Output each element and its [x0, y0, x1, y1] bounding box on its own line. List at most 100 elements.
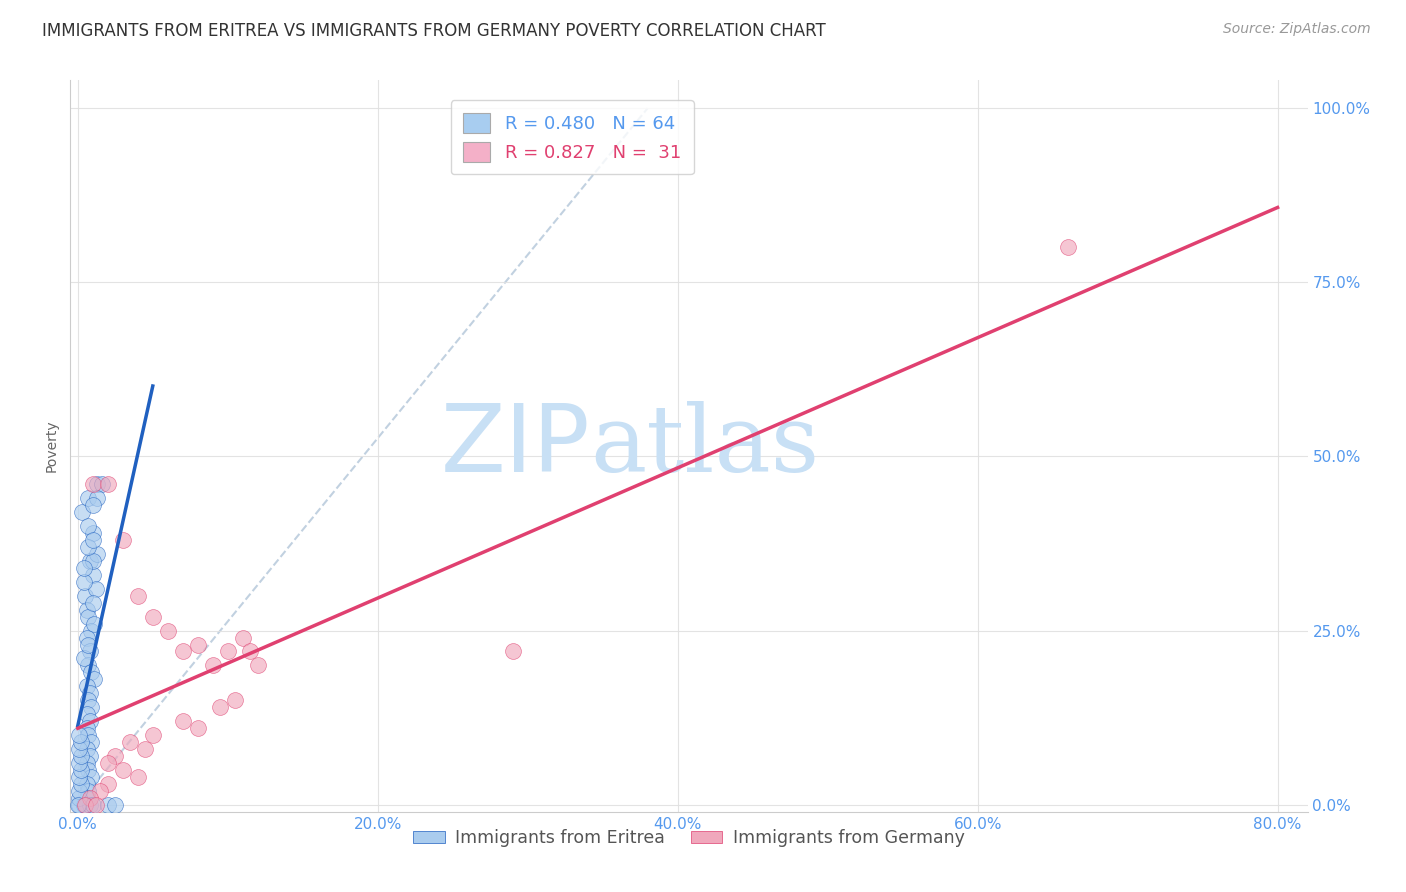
Point — [69, 749, 91, 764]
Point — [86, 477, 108, 491]
Point — [127, 770, 149, 784]
Point — [83, 616, 105, 631]
Point — [80, 770, 103, 784]
Point — [142, 609, 165, 624]
Point — [187, 721, 209, 735]
Point — [76, 679, 98, 693]
Point — [77, 728, 100, 742]
Point — [127, 589, 149, 603]
Point — [82, 477, 104, 491]
Point — [77, 638, 100, 652]
Point — [77, 658, 100, 673]
Point — [73, 651, 96, 665]
Point — [79, 749, 101, 764]
Point — [76, 742, 98, 756]
Point — [156, 624, 179, 638]
Point — [82, 498, 104, 512]
Point — [97, 797, 120, 812]
Point — [172, 714, 194, 728]
Point — [67, 797, 90, 812]
Point — [69, 763, 91, 777]
Point — [82, 526, 104, 541]
Point — [76, 603, 98, 617]
Point — [239, 644, 262, 658]
Point — [73, 574, 96, 589]
Point — [72, 505, 94, 519]
Point — [134, 742, 156, 756]
Point — [79, 686, 101, 700]
Point — [77, 784, 100, 798]
Point — [77, 491, 100, 506]
Point — [232, 631, 254, 645]
Point — [69, 777, 91, 791]
Point — [82, 567, 104, 582]
Point — [209, 700, 232, 714]
Point — [67, 728, 90, 742]
Point — [77, 763, 100, 777]
Text: IMMIGRANTS FROM ERITREA VS IMMIGRANTS FROM GERMANY POVERTY CORRELATION CHART: IMMIGRANTS FROM ERITREA VS IMMIGRANTS FR… — [42, 22, 825, 40]
Point — [120, 735, 142, 749]
Point — [80, 624, 103, 638]
Point — [82, 533, 104, 547]
Point — [67, 756, 90, 770]
Point — [187, 638, 209, 652]
Point — [79, 714, 101, 728]
Point — [79, 554, 101, 568]
Point — [217, 644, 239, 658]
Point — [104, 749, 127, 764]
Text: atlas: atlas — [591, 401, 820, 491]
Legend: Immigrants from Eritrea, Immigrants from Germany: Immigrants from Eritrea, Immigrants from… — [406, 822, 972, 855]
Point — [76, 721, 98, 735]
Point — [172, 644, 194, 658]
Point — [111, 763, 134, 777]
Point — [67, 770, 90, 784]
Point — [73, 797, 96, 812]
Point — [76, 790, 98, 805]
Point — [82, 554, 104, 568]
Point — [84, 582, 107, 596]
Point — [77, 540, 100, 554]
Point — [97, 477, 120, 491]
Point — [97, 777, 120, 791]
Point — [1056, 240, 1078, 254]
Point — [80, 665, 103, 680]
Point — [67, 784, 90, 798]
Point — [79, 797, 101, 812]
Point — [224, 693, 246, 707]
Point — [90, 477, 112, 491]
Point — [89, 784, 111, 798]
Point — [77, 609, 100, 624]
Point — [502, 644, 524, 658]
Point — [75, 797, 97, 812]
Point — [80, 700, 103, 714]
Point — [83, 673, 105, 687]
Text: Source: ZipAtlas.com: Source: ZipAtlas.com — [1223, 22, 1371, 37]
Point — [104, 797, 127, 812]
Point — [76, 777, 98, 791]
Point — [69, 735, 91, 749]
Y-axis label: Poverty: Poverty — [45, 420, 59, 472]
Point — [97, 756, 120, 770]
Point — [76, 707, 98, 722]
Point — [82, 596, 104, 610]
Point — [86, 547, 108, 561]
Point — [111, 533, 134, 547]
Point — [77, 693, 100, 707]
Point — [67, 790, 90, 805]
Point — [77, 519, 100, 533]
Point — [80, 735, 103, 749]
Point — [66, 797, 89, 812]
Point — [79, 790, 101, 805]
Point — [246, 658, 269, 673]
Point — [73, 561, 96, 575]
Point — [201, 658, 224, 673]
Point — [82, 797, 104, 812]
Point — [75, 589, 97, 603]
Point — [76, 756, 98, 770]
Point — [67, 742, 90, 756]
Text: ZIP: ZIP — [440, 400, 591, 492]
Point — [76, 631, 98, 645]
Point — [86, 491, 108, 506]
Point — [84, 797, 107, 812]
Point — [142, 728, 165, 742]
